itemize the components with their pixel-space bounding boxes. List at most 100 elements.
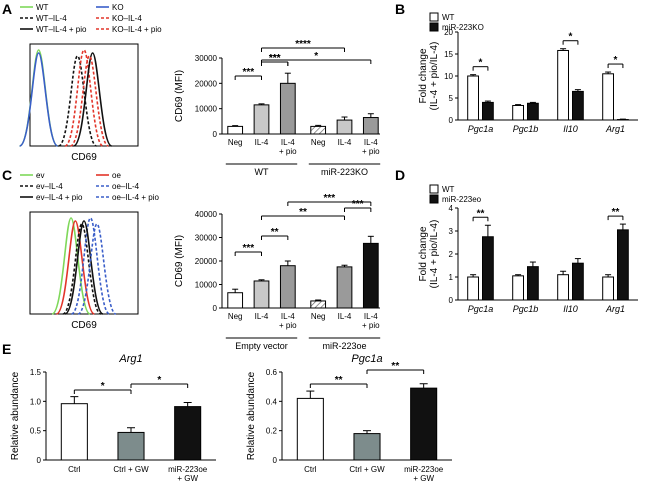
significance-label: **** — [295, 39, 311, 50]
x-axis-label: CD69 — [71, 320, 97, 331]
panel-label-c: C — [2, 167, 12, 183]
bar — [482, 101, 494, 121]
panel-label-b: B — [395, 1, 405, 17]
category-label: Il10 — [563, 304, 578, 314]
legend-swatch — [429, 194, 439, 204]
group-label: miR-223KO — [321, 167, 368, 177]
bar — [512, 275, 525, 301]
category-label: Ctrl + GW — [113, 465, 149, 474]
significance-label: *** — [269, 53, 281, 64]
legend-label: miR-223KO — [442, 23, 484, 32]
y-tick-label: 10 — [444, 72, 453, 81]
category-label: Arg1 — [605, 304, 625, 314]
y-tick-label: 2 — [449, 250, 454, 259]
category-label: IL-4 — [281, 312, 295, 321]
y-tick-label: 15 — [444, 50, 453, 59]
category-label: IL-4 — [255, 138, 269, 147]
significance-label: * — [569, 32, 573, 43]
histogram-a: WT KO WT–IL-4 KO–IL-4 WT–IL-4 + pio KO–IL-4 +… — [18, 3, 162, 163]
histogram-curve — [70, 217, 111, 315]
legend-label: KO–IL-4 — [112, 14, 142, 23]
bar — [572, 90, 584, 121]
y-tick-label: 0 — [213, 304, 218, 313]
bar — [527, 102, 539, 121]
plot-frame — [29, 43, 139, 147]
bar — [353, 433, 381, 461]
y-tick-label: 0.4 — [266, 397, 278, 406]
category-label: Ctrl — [68, 465, 81, 474]
bar — [296, 397, 324, 461]
significance-label: *** — [352, 199, 364, 210]
legend-swatch — [429, 184, 439, 194]
bar — [336, 266, 353, 309]
bar — [362, 242, 379, 309]
legend-label: ev — [36, 171, 44, 180]
legend-label: oe–IL-4 — [112, 182, 140, 191]
category-label: Pgc1a — [468, 124, 494, 134]
bar — [253, 104, 270, 135]
group-label: Empty vector — [235, 341, 288, 351]
y-tick-label: 30000 — [195, 54, 218, 63]
y-tick-label: 20000 — [195, 79, 218, 88]
bar — [467, 276, 480, 301]
bar — [572, 262, 584, 301]
significance-label: * — [479, 58, 483, 69]
category-label: Pgc1b — [513, 124, 539, 134]
bar — [227, 125, 244, 135]
bar — [362, 117, 379, 135]
y-tick-label: 1.0 — [30, 397, 42, 406]
significance-label: *** — [242, 67, 254, 78]
bar — [410, 387, 438, 461]
histogram-curve — [57, 55, 98, 147]
category-label: + pio — [362, 147, 380, 156]
y-tick-label: 0 — [37, 456, 42, 465]
legend-label: ev–IL-4 + pio — [36, 193, 83, 202]
category-label: Pgc1b — [513, 304, 539, 314]
histogram-curve — [77, 223, 117, 315]
category-label: IL-4 — [255, 312, 269, 321]
legend-label: WT — [442, 13, 455, 22]
y-tick-label: 0.2 — [266, 427, 278, 436]
histogram-curve — [18, 52, 59, 147]
bar — [174, 406, 202, 461]
category-label: + pio — [279, 147, 297, 156]
legend-label: WT — [442, 185, 455, 194]
category-label: + GW — [177, 474, 198, 483]
y-axis-label: Fold change — [418, 48, 429, 103]
category-label: Ctrl + GW — [349, 465, 385, 474]
group-label: WT — [255, 167, 269, 177]
bar-chart-e-arg1: Arg1 0 0.5 1.0 1.5 Relative abundance Ctrl Ctrl… — [10, 353, 216, 483]
category-label: IL-4 — [364, 312, 378, 321]
significance-label: * — [157, 375, 161, 386]
y-tick-label: 20 — [444, 28, 453, 37]
significance-label: * — [101, 381, 105, 392]
legend-label: ev–IL-4 — [36, 182, 63, 191]
bar — [310, 300, 327, 309]
y-tick-label: 1.5 — [30, 368, 42, 377]
y-tick-label: 0.6 — [266, 368, 278, 377]
category-label: Arg1 — [605, 124, 625, 134]
legend-label: KO — [112, 3, 124, 12]
y-tick-label: 40000 — [195, 210, 218, 219]
y-axis-label: (IL-4 + pio/IL-4) — [429, 42, 440, 111]
category-label: IL-4 — [364, 138, 378, 147]
histogram-curve — [72, 52, 113, 147]
category-label: miR-223oe — [404, 465, 444, 474]
y-tick-label: 0 — [213, 130, 218, 139]
bar — [467, 75, 480, 121]
y-axis-label: CD69 (MFI) — [174, 235, 185, 287]
y-tick-label: 4 — [449, 204, 454, 213]
x-axis-label: CD69 — [71, 152, 97, 163]
category-label: Neg — [311, 138, 326, 147]
bar — [117, 431, 145, 461]
histogram-curve — [64, 220, 104, 315]
group-label: miR-223oe — [322, 341, 366, 351]
category-label: Neg — [311, 312, 326, 321]
legend-label: WT–IL-4 + pio — [36, 25, 87, 34]
y-axis-label: Fold change — [418, 226, 429, 281]
legend-label: oe — [112, 171, 121, 180]
y-tick-label: 10000 — [195, 281, 218, 290]
histogram-curve — [51, 217, 91, 315]
bar — [617, 229, 629, 301]
